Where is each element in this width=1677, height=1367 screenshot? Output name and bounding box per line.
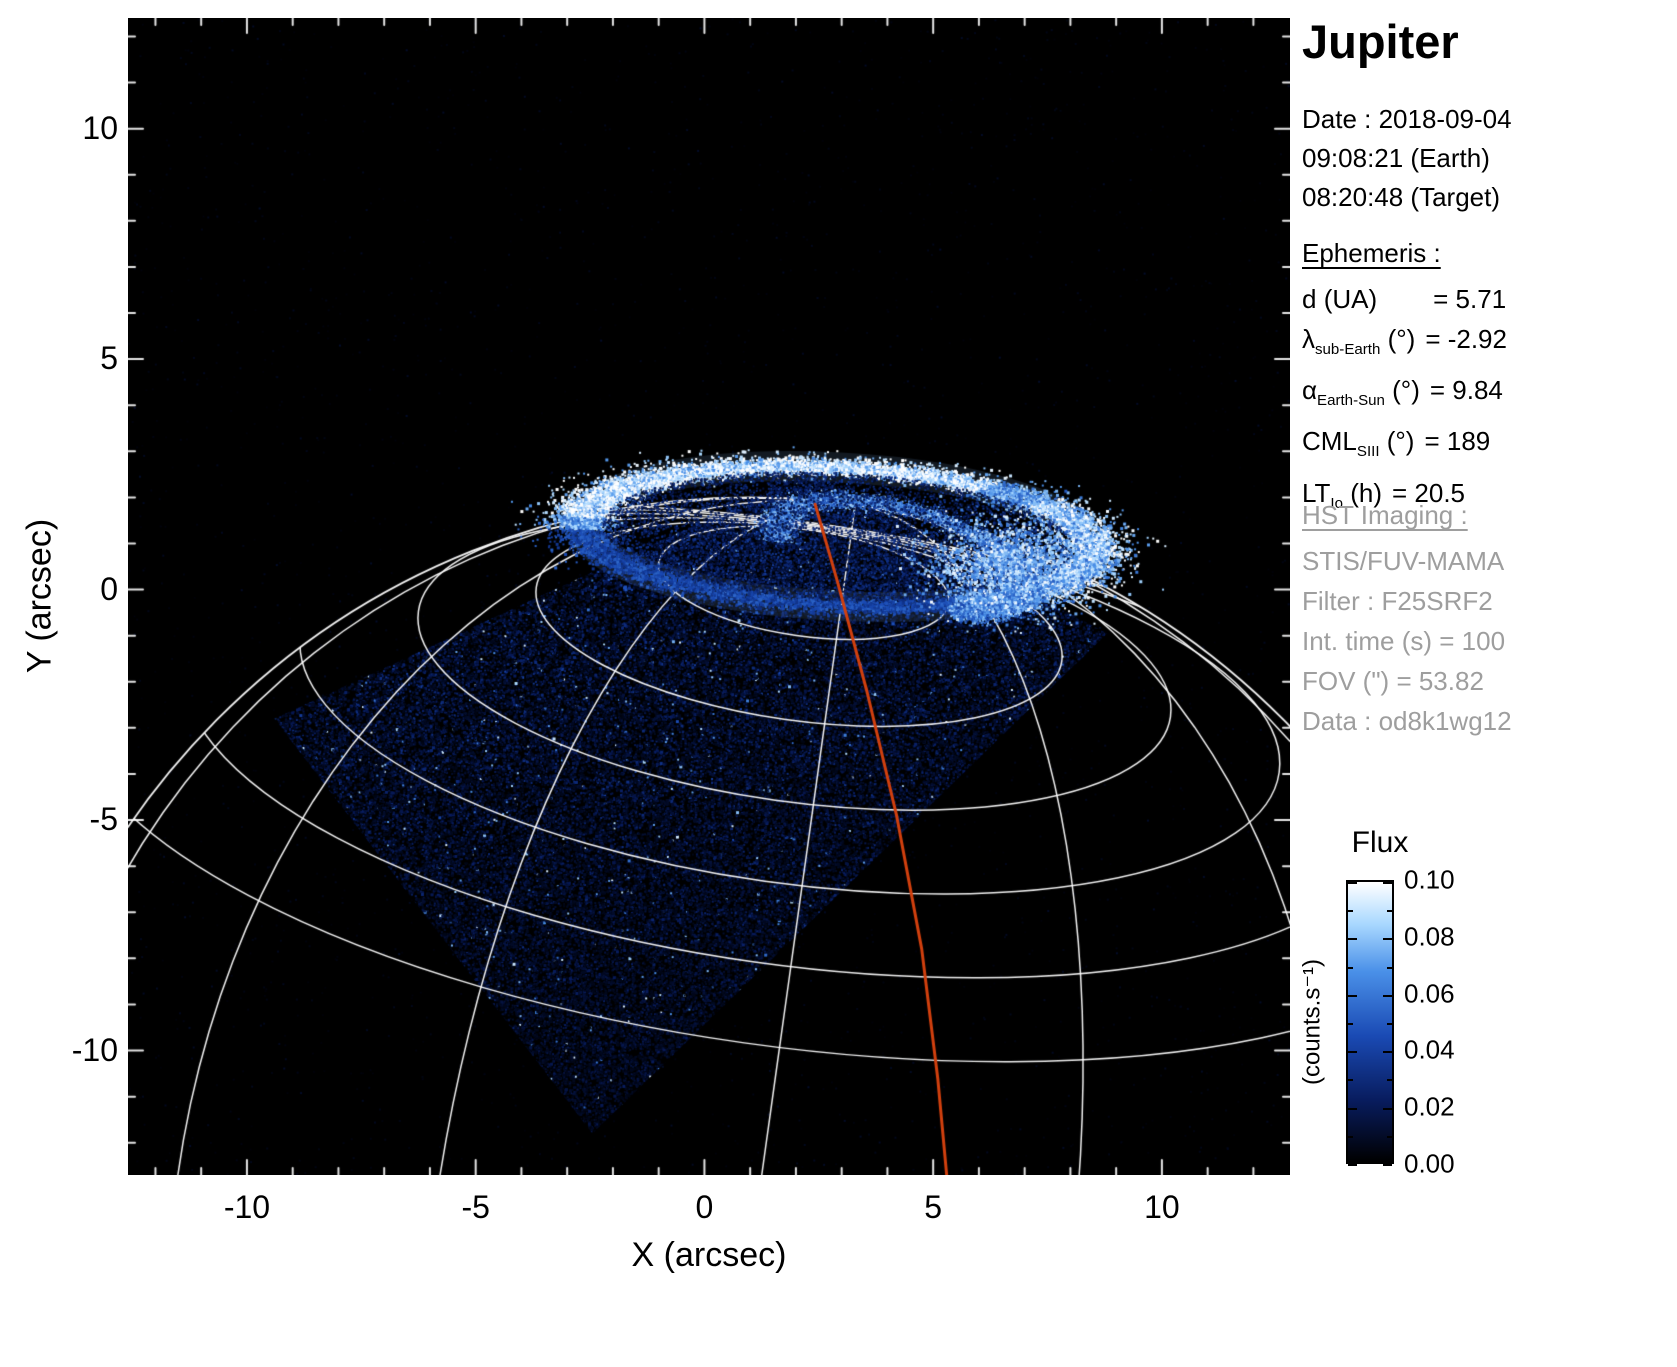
colorbar-tick <box>1348 910 1353 913</box>
colorbar-tick <box>1387 1079 1392 1082</box>
info-panel: Jupiter Date : 2018-09-04 09:08:21 (Eart… <box>1302 0 1676 820</box>
plot-area <box>128 18 1290 1175</box>
hst-imaging-section: HST Imaging : STIS/FUV-MAMA Filter : F25S… <box>1302 500 1512 741</box>
ephemeris-label: d (UA) <box>1302 284 1378 314</box>
ephemeris-value: = 20.5 <box>1392 477 1466 508</box>
hst-row-4: FOV (") = 53.82 <box>1302 666 1484 696</box>
x-tick-label: 10 <box>1144 1189 1180 1225</box>
ephemeris-value: = 189 <box>1424 426 1491 457</box>
obs-date: Date : 2018-09-04 <box>1302 104 1512 134</box>
x-axis-label: X (arcsec) <box>631 1236 787 1274</box>
colorbar-tick <box>1383 882 1392 884</box>
colorbar-tick <box>1348 1051 1357 1054</box>
colorbar-tick <box>1348 1023 1353 1025</box>
y-tick-label: 10 <box>82 109 118 146</box>
colorbar-tick-label: 0.10 <box>1404 864 1455 895</box>
colorbar-tick <box>1348 994 1357 997</box>
ephemeris-value: = 5.71 <box>1433 284 1507 314</box>
colorbar-tick <box>1387 910 1392 913</box>
colorbar-tick-label: 0.06 <box>1404 978 1455 1009</box>
hst-rows: STIS/FUV-MAMA Filter : F25SRF2 Int. time (… <box>1302 541 1512 741</box>
colorbar-tick <box>1387 1023 1392 1025</box>
hst-heading: HST Imaging : <box>1302 500 1468 530</box>
colorbar-tick <box>1348 882 1357 884</box>
hst-row-2: Filter : F25SRF2 <box>1302 586 1493 616</box>
colorbar-title: Flux <box>1351 826 1409 859</box>
colorbar-tick <box>1383 1164 1392 1166</box>
ephemeris-value: = 9.84 <box>1429 375 1503 406</box>
hst-row-1: STIS/FUV-MAMA <box>1302 546 1505 576</box>
target-title: Jupiter <box>1302 15 1459 68</box>
colorbar-tick <box>1383 994 1392 997</box>
colorbar <box>1346 880 1394 1166</box>
obs-earth-time: 09:08:21 (Earth) <box>1302 143 1490 173</box>
jupiter-fuv-image <box>128 18 1290 1175</box>
ephemeris-row-4: CMLSIII (°) = 189 <box>1302 421 1507 472</box>
x-tick-label: 5 <box>924 1189 943 1225</box>
y-tick-label: 5 <box>100 339 118 376</box>
ephemeris-row-3: αEarth-Sun (°) = 9.84 <box>1302 370 1507 421</box>
y-tick-label: -10 <box>71 1031 118 1068</box>
colorbar-tick-label: 0.04 <box>1404 1034 1455 1065</box>
colorbar-tick <box>1348 966 1353 969</box>
ephemeris-value: = -2.92 <box>1425 324 1507 354</box>
colorbar-tick <box>1348 1107 1357 1110</box>
colorbar-tick-label: 0.08 <box>1404 921 1455 952</box>
colorbar-tick <box>1348 1079 1353 1082</box>
hst-row-5: Data : od8k1wg12 <box>1302 706 1512 736</box>
colorbar-unit-label: (counts.s⁻¹) <box>1298 958 1326 1086</box>
colorbar-tick <box>1348 938 1357 941</box>
y-tick-label: 0 <box>100 570 118 607</box>
colorbar-tick <box>1383 1107 1392 1110</box>
colorbar-tick <box>1387 966 1392 969</box>
colorbar-tick-label: 0.00 <box>1404 1148 1455 1179</box>
colorbar-tick <box>1383 1051 1392 1054</box>
ephemeris-heading: Ephemeris : <box>1302 238 1441 268</box>
colorbar-tick <box>1387 1135 1392 1138</box>
observation-times: Date : 2018-09-04 09:08:21 (Earth) 08:20… <box>1302 100 1512 217</box>
ephemeris-label: αEarth-Sun (°) <box>1302 375 1420 410</box>
ephemeris-section: Ephemeris : d (UA) = 5.71 λsub-Earth (°) = … <box>1302 238 1507 524</box>
x-tick-label: -5 <box>461 1189 490 1225</box>
colorbar-tick <box>1383 938 1392 941</box>
ephemeris-label: CMLSIII (°) <box>1302 426 1415 461</box>
obs-target-time: 08:20:48 (Target) <box>1302 182 1501 212</box>
ephemeris-row-2: λsub-Earth (°) = -2.92 <box>1302 319 1507 370</box>
x-tick-label: 0 <box>695 1189 714 1225</box>
x-tick-label: -10 <box>223 1189 271 1225</box>
colorbar-tick-label: 0.02 <box>1404 1091 1455 1122</box>
hst-row-3: Int. time (s) = 100 <box>1302 626 1506 656</box>
colorbar-tick <box>1348 1135 1353 1138</box>
ephemeris-label: λsub-Earth (°) <box>1302 324 1416 359</box>
y-tick-label: -5 <box>89 800 118 837</box>
colorbar-tick <box>1348 1164 1357 1166</box>
ephemeris-label: LTIo (h) <box>1302 477 1382 512</box>
ephemeris-row-5: LTIo (h) = 20.5 <box>1302 473 1507 524</box>
ephemeris-rows: d (UA) = 5.71 λsub-Earth (°) = -2.92 αEarth-… <box>1302 279 1507 524</box>
ephemeris-row-1: d (UA) = 5.71 <box>1302 279 1507 319</box>
colorbar-gradient <box>1348 882 1392 1162</box>
